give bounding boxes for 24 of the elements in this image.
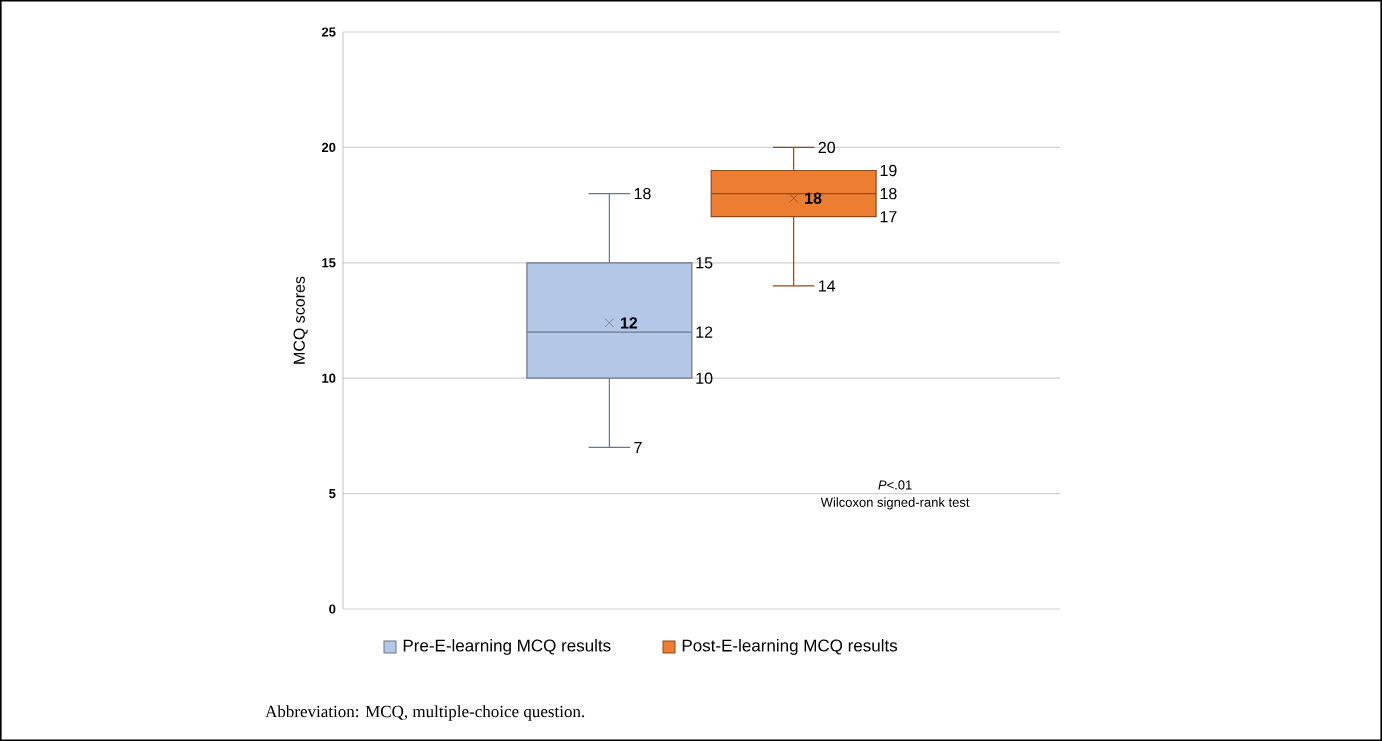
- legend-label: Post-E-learning MCQ results: [682, 639, 898, 655]
- annotation: 18: [880, 187, 897, 200]
- legend-label: Pre-E-learning MCQ results: [403, 639, 611, 655]
- y-tick-label: 25: [321, 27, 336, 37]
- annotation: 12: [696, 326, 713, 338]
- annotation: 20: [818, 141, 836, 154]
- y-tick-label: 20: [321, 142, 336, 152]
- annotation: 17: [880, 211, 897, 223]
- annotation: 12: [620, 317, 638, 329]
- text: Abbreviation: MCQ, multiple-choice question.: [265, 705, 585, 721]
- annotation: 15: [696, 257, 713, 269]
- annotation: P<.01: [878, 480, 912, 490]
- y-tick-label: 10: [322, 373, 336, 383]
- annotation: 19: [880, 164, 897, 177]
- y-tick-label: 15: [322, 258, 336, 268]
- annotation: 14: [819, 280, 836, 292]
- annotation: Wilcoxon signed-rank test: [820, 497, 970, 510]
- annotation: 7: [634, 441, 642, 453]
- y-axis-title: MCQ scores: [293, 276, 308, 364]
- annotation: 18: [634, 187, 651, 200]
- y-tick-label: 5: [329, 489, 336, 499]
- annotation: 18: [805, 192, 822, 204]
- y-tick-label: 0: [329, 604, 336, 614]
- annotation: 10: [696, 372, 713, 384]
